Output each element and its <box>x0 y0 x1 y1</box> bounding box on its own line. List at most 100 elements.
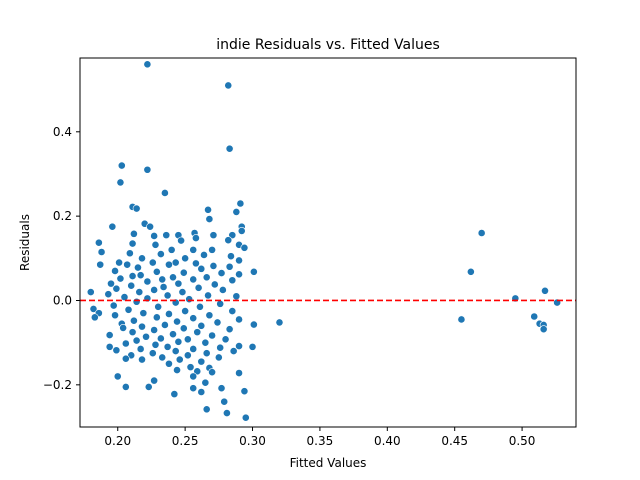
scatter-point <box>109 301 118 310</box>
scatter-point <box>167 245 176 254</box>
scatter-point <box>181 254 190 263</box>
scatter-point <box>193 367 202 376</box>
scatter-point <box>200 251 208 259</box>
scatter-point <box>236 199 245 208</box>
scatter-point <box>192 259 200 268</box>
x-axis-label: Fitted Values <box>290 456 367 470</box>
scatter-point <box>97 248 106 256</box>
scatter-point <box>232 292 241 301</box>
scatter-point <box>150 376 159 385</box>
scatter-point <box>150 286 159 294</box>
scatter-point <box>217 269 226 277</box>
scatter-point <box>119 323 128 332</box>
scatter-point <box>214 353 223 362</box>
scatter-point <box>223 409 231 417</box>
scatter-point <box>201 338 210 347</box>
scatter-point <box>171 347 180 355</box>
scatter-point <box>209 231 218 240</box>
scatter-point <box>185 295 194 304</box>
scatter-point <box>235 369 243 377</box>
scatter-point <box>139 309 148 318</box>
scatter-point <box>220 397 229 406</box>
scatter-point <box>151 240 160 249</box>
scatter-point <box>204 291 212 300</box>
plot-area <box>80 60 576 422</box>
y-tick-label: 0.0 <box>53 293 72 307</box>
x-tick-label: 0.25 <box>172 434 199 448</box>
x-tick-label: 0.40 <box>374 434 401 448</box>
scatter-point <box>148 349 157 358</box>
scatter-point <box>143 165 152 174</box>
y-axis: −0.2 0.0 0.2 0.4 <box>43 125 80 392</box>
scatter-point <box>183 335 192 344</box>
scatter-point <box>197 357 206 366</box>
scatter-point <box>174 279 183 288</box>
scatter-point <box>135 288 144 296</box>
scatter-point <box>146 222 154 231</box>
scatter-point <box>173 366 181 374</box>
scatter-point <box>178 288 187 296</box>
scatter-point <box>96 260 105 269</box>
scatter-point <box>193 328 202 337</box>
scatter-point <box>205 215 214 223</box>
scatter-point <box>189 384 198 393</box>
scatter-point <box>197 321 206 330</box>
scatter-point <box>159 283 168 291</box>
scatter-point <box>466 267 475 276</box>
scatter-point <box>186 363 195 372</box>
scatter-point <box>218 286 227 294</box>
scatter-point <box>216 343 225 352</box>
scatter-point <box>248 342 257 351</box>
scatter-point <box>208 368 216 377</box>
scatter-point <box>202 273 211 282</box>
scatter-point <box>165 359 173 368</box>
chart-title: indie Residuals vs. Fitted Values <box>216 37 440 53</box>
scatter-point <box>138 355 146 364</box>
scatter-point <box>132 204 141 213</box>
scatter-point <box>132 297 141 306</box>
scatter-point <box>86 288 95 296</box>
scatter-point <box>152 267 161 276</box>
scatter-point <box>197 264 206 273</box>
scatter-point <box>163 342 172 351</box>
scatter-point <box>224 236 233 245</box>
scatter-point <box>228 307 237 315</box>
scatter-point <box>241 413 250 422</box>
scatter-point <box>150 326 159 334</box>
scatter-point <box>175 355 184 364</box>
scatter-point <box>204 205 212 214</box>
scatter-point <box>136 271 145 280</box>
scatter-point <box>169 330 177 339</box>
scatter-point <box>127 281 136 290</box>
scatter-point <box>225 325 234 334</box>
scatter-point <box>130 316 138 325</box>
y-tick-label: 0.2 <box>53 209 72 223</box>
scatter-point <box>249 267 258 276</box>
scatter-point <box>108 222 117 231</box>
scatter-point <box>171 258 180 267</box>
scatter-point <box>539 325 548 334</box>
scatter-point <box>162 231 171 240</box>
scatter-point <box>161 321 169 329</box>
scatter-point <box>104 290 113 299</box>
scatter-point <box>457 315 466 324</box>
scatter-point <box>120 293 129 302</box>
scatter-point <box>142 332 150 341</box>
scatter-point <box>177 236 185 245</box>
scatter-point <box>227 252 235 261</box>
scatter-point <box>143 60 152 69</box>
scatter-point <box>208 331 216 340</box>
scatter-point <box>181 307 190 315</box>
scatter-point <box>115 258 123 267</box>
scatter-point <box>165 260 173 269</box>
scatter-point <box>201 378 210 387</box>
x-tick-label: 0.30 <box>239 434 266 448</box>
scatter-point <box>477 229 486 237</box>
scatter-point <box>152 313 161 322</box>
scatter-point <box>205 311 214 320</box>
scatter-point <box>158 353 167 362</box>
scatter-point <box>235 256 243 265</box>
scatter-point <box>216 299 225 308</box>
scatter-point <box>130 229 138 238</box>
scatter-point <box>113 372 122 381</box>
